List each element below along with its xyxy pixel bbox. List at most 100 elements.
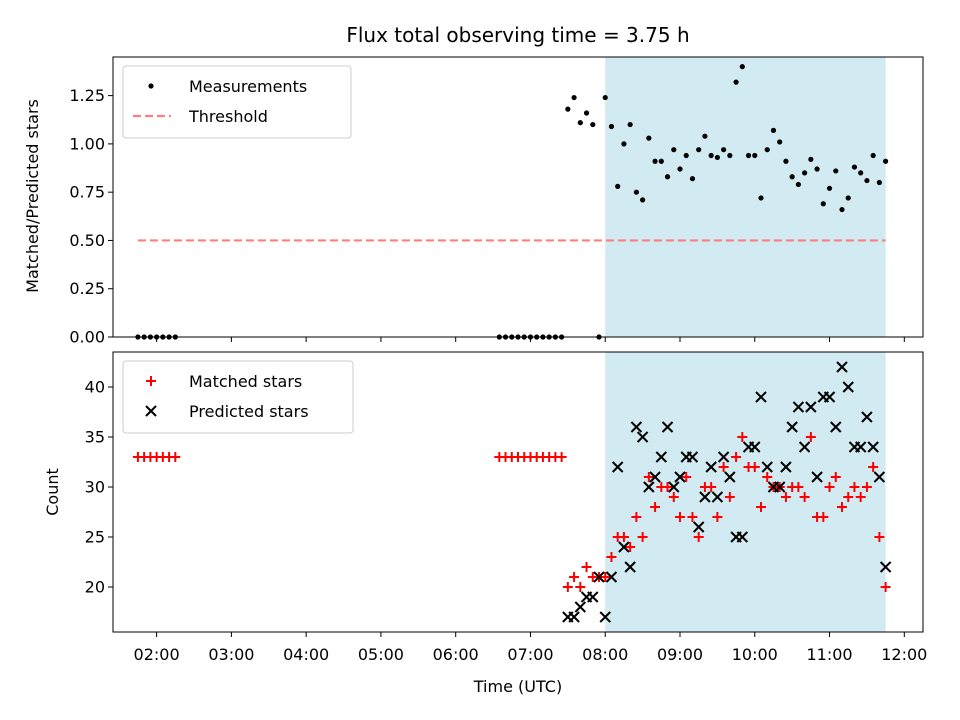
data-point-b [655,451,668,463]
data-point [671,147,677,153]
data-point-b [587,591,599,603]
data-point [883,158,889,164]
y-tick-label: 0.00 [69,328,105,347]
data-point-b [649,471,661,483]
legend-swatch [148,83,154,89]
x-tick-label: 03:00 [208,645,254,664]
y-tick-label: 35 [85,428,105,447]
observing-span-bottom [605,352,886,632]
x-tick-label: 09:00 [657,645,703,664]
data-point [696,147,702,153]
legend-label: Predicted stars [189,402,309,421]
data-point [633,189,639,195]
chart-title: Flux total observing time = 3.75 h [346,23,689,47]
data-point [687,512,698,522]
data-point [758,195,764,201]
data-point [668,481,680,493]
data-point [575,582,586,592]
data-point [615,183,621,189]
data-point [795,181,801,188]
data-point [820,201,826,207]
data-point [755,391,767,403]
data-point-b [861,411,873,423]
data-point [706,482,717,492]
x-tick-label: 08:00 [582,645,628,664]
data-point-b [630,421,643,433]
count-panel: 20 25 30 35 40 02:00 03:00 04:00 05:00 06:00 07:0… [43,351,927,664]
y-tick-label: 1.25 [69,86,105,105]
data-point [627,121,633,128]
data-point [705,461,717,473]
data-point [731,452,742,462]
data-point [618,532,629,542]
count-series [132,361,892,623]
data-point [571,94,577,101]
data-point-b [873,471,886,483]
data-point [664,174,671,180]
ratio-y-axis-label: Matched/Predicted stars [23,99,42,293]
data-point [711,491,724,503]
data-point [845,195,851,201]
data-point [830,472,841,482]
data-point [761,461,773,473]
data-point [756,502,766,512]
data-point [777,139,783,145]
data-point [843,492,854,502]
data-point-b [618,541,630,553]
ratio-panel-frame [112,56,924,338]
data-point [640,197,646,203]
data-point-b [611,461,624,473]
data-point [652,158,658,164]
data-point [631,512,642,522]
data-point-b [599,611,611,623]
data-point [826,185,833,191]
data-point [773,481,786,493]
data-point [721,147,727,153]
data-point-b [724,471,736,483]
legend-label: Matched stars [189,372,302,391]
data-point-b [605,571,618,583]
data-point-b [717,451,730,463]
data-point [824,482,835,492]
data-point-b [830,421,842,433]
data-point [630,421,643,433]
legend-swatch-b [145,405,157,417]
data-point [702,133,708,139]
data-point [858,170,864,176]
data-point [752,152,758,159]
data-point [674,471,686,483]
data-point [569,572,580,582]
data-point [577,120,583,126]
legend-swatch [145,405,157,417]
data-point [600,572,611,582]
count-y-axis-label: Count [43,468,62,516]
ratio-legend: Measurements Threshold [122,65,352,139]
data-point [708,152,714,159]
series-measurements [135,64,889,340]
data-point [861,411,873,423]
data-point [587,591,599,603]
data-point [854,441,867,453]
data-point-b [674,471,686,483]
data-point [811,471,823,483]
data-point [581,562,592,572]
series-predicted-stars [562,361,892,623]
data-point [714,154,720,161]
data-point [692,521,705,533]
data-point [699,491,711,503]
y-tick-label: 0.50 [69,231,105,250]
data-point-b [755,391,767,403]
data-point-b [780,461,792,473]
x-tick-label: 06:00 [433,645,479,664]
data-point-b [736,531,749,543]
y-tick-label: 1.00 [69,134,105,153]
data-point [562,582,573,592]
data-point [868,462,879,472]
data-point-b [792,401,805,413]
y-tick-label: 0.75 [69,183,105,202]
data-point-b [842,381,854,393]
ratio-y-axis: 0.00 0.25 0.50 0.75 1.00 1.25 [69,86,113,347]
data-point [837,502,847,512]
data-point [599,611,611,623]
